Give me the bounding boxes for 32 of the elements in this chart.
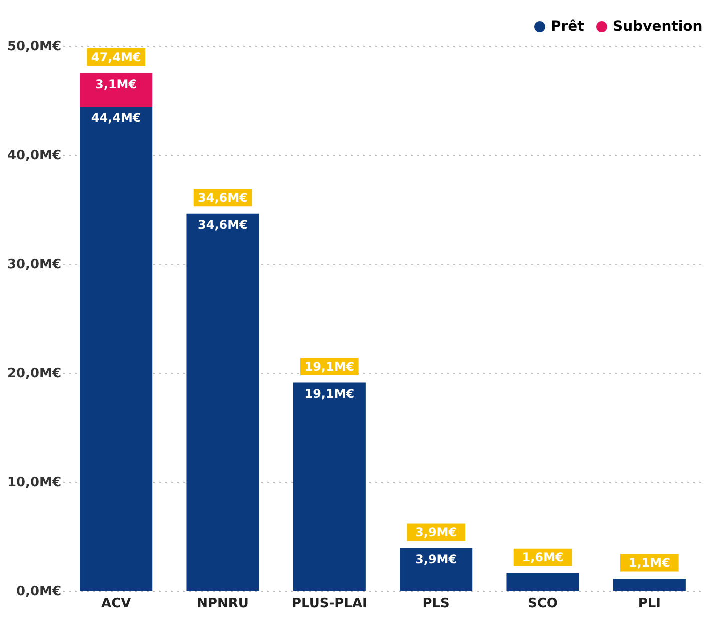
x-tick-label: PLUS-PLAI <box>292 596 368 612</box>
x-tick-label: SCO <box>528 596 558 612</box>
bar <box>506 574 580 591</box>
bar <box>293 382 366 591</box>
bar <box>80 107 153 591</box>
total-label: 19,1M€ <box>304 360 355 374</box>
total-label: 1,6M€ <box>522 550 564 565</box>
data-label: 44,4M€ <box>91 111 142 126</box>
y-tick-label: 50,0M€ <box>7 40 62 54</box>
data-label: 3,9M€ <box>416 552 458 566</box>
total-label: 3,9M€ <box>416 525 458 540</box>
x-tick-label: PLI <box>638 596 661 612</box>
legend-label: Prêt <box>551 19 585 35</box>
x-tick-label: NPNRU <box>197 596 249 612</box>
y-tick-label: 10,0M€ <box>7 476 62 490</box>
legend-label: Subvention <box>613 19 703 35</box>
data-label: 19,1M€ <box>304 386 355 401</box>
total-label: 34,6M€ <box>198 190 248 205</box>
bar <box>400 548 473 591</box>
x-tick-label: ACV <box>101 596 132 612</box>
data-label: 34,6M€ <box>198 218 248 232</box>
data-label: 3,1M€ <box>96 77 138 92</box>
y-tick-label: 30,0M€ <box>7 258 62 272</box>
bar <box>80 73 153 108</box>
bar <box>613 579 686 591</box>
bar <box>186 214 260 591</box>
total-label: 1,1M€ <box>628 556 670 570</box>
y-tick-label: 20,0M€ <box>7 366 62 382</box>
y-tick-label: 40,0M€ <box>7 148 62 164</box>
y-tick-label: 0,0M€ <box>16 584 62 600</box>
total-label: 47,4M€ <box>91 50 142 64</box>
x-tick-label: PLS <box>422 596 450 612</box>
